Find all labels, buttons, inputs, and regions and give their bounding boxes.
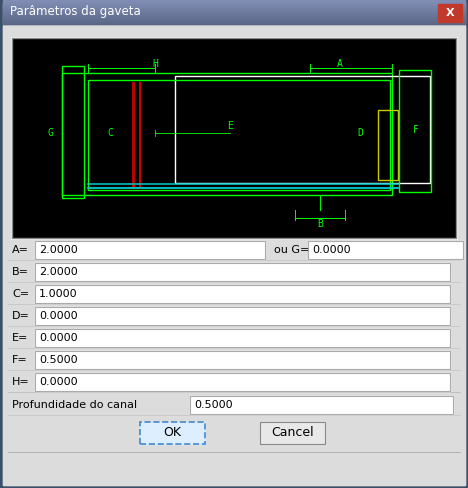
Bar — [62, 66, 84, 198]
Text: B=: B= — [12, 267, 29, 277]
Bar — [438, 4, 462, 22]
Bar — [378, 110, 398, 180]
Bar — [190, 396, 453, 414]
Bar — [35, 329, 450, 347]
Bar — [175, 76, 430, 183]
Bar — [3, 14, 465, 15]
Bar — [11, 37, 457, 239]
Text: E=: E= — [12, 333, 29, 343]
Bar — [35, 241, 265, 259]
Text: ou G=: ou G= — [274, 245, 309, 255]
Bar — [3, 8, 465, 9]
Bar — [260, 422, 325, 444]
Bar — [35, 263, 450, 281]
Text: F: F — [413, 125, 419, 135]
Bar — [190, 396, 453, 414]
Text: D=: D= — [12, 311, 30, 321]
Bar — [3, 9, 465, 10]
Text: Cancel: Cancel — [271, 427, 314, 440]
Bar — [3, 1, 465, 2]
Text: H=: H= — [12, 377, 30, 387]
Bar — [3, 16, 465, 17]
Text: 2.0000: 2.0000 — [39, 245, 78, 255]
Bar — [3, 21, 465, 22]
Bar — [140, 422, 205, 444]
Text: A=: A= — [12, 245, 29, 255]
Bar — [35, 351, 450, 369]
Bar — [35, 285, 450, 303]
Text: 0.0000: 0.0000 — [312, 245, 351, 255]
Text: 0.0000: 0.0000 — [39, 377, 78, 387]
Bar — [3, 11, 465, 12]
Text: G: G — [47, 128, 53, 138]
Bar — [35, 329, 450, 347]
Bar — [3, 22, 465, 23]
Text: F=: F= — [12, 355, 28, 365]
Text: B: B — [317, 219, 323, 229]
Bar — [308, 241, 463, 259]
Bar — [35, 373, 450, 391]
Bar — [3, 13, 465, 14]
Bar — [35, 263, 450, 281]
Bar — [140, 422, 205, 444]
Bar — [3, 3, 465, 4]
Bar — [3, 6, 465, 7]
Bar — [260, 422, 325, 444]
Bar — [12, 38, 456, 238]
Bar — [399, 70, 431, 192]
Bar — [3, 17, 465, 18]
Bar — [35, 307, 450, 325]
Text: 0.5000: 0.5000 — [194, 400, 233, 410]
Text: 0.0000: 0.0000 — [39, 333, 78, 343]
Text: OK: OK — [163, 427, 182, 440]
Bar — [3, 23, 465, 24]
Bar — [35, 285, 450, 303]
Text: Parâmetros da gaveta: Parâmetros da gaveta — [10, 5, 141, 19]
Bar — [308, 241, 463, 259]
Bar — [3, 18, 465, 19]
Bar — [3, 20, 465, 21]
Bar — [3, 19, 465, 20]
Text: 0.0000: 0.0000 — [39, 311, 78, 321]
Bar — [62, 73, 392, 195]
Text: 2.0000: 2.0000 — [39, 267, 78, 277]
Bar — [3, 7, 465, 8]
Bar — [35, 373, 450, 391]
Bar — [3, 15, 465, 16]
Text: A: A — [337, 59, 343, 69]
Bar — [3, 5, 465, 6]
Bar — [35, 241, 265, 259]
Text: H: H — [152, 59, 158, 69]
Text: Profundidade do canal: Profundidade do canal — [12, 400, 137, 410]
Bar — [3, 10, 465, 11]
Bar — [3, 2, 465, 3]
Text: D: D — [357, 128, 363, 138]
Bar — [3, 4, 465, 5]
Text: E: E — [227, 121, 233, 131]
Bar — [88, 80, 390, 190]
Text: C=: C= — [12, 289, 29, 299]
Bar — [12, 38, 456, 238]
Text: 0.5000: 0.5000 — [39, 355, 78, 365]
Bar — [35, 351, 450, 369]
Text: C: C — [107, 128, 113, 138]
Bar — [35, 307, 450, 325]
Bar — [3, 0, 465, 1]
Text: 1.0000: 1.0000 — [39, 289, 78, 299]
Bar — [3, 12, 465, 13]
Text: X: X — [446, 8, 454, 18]
